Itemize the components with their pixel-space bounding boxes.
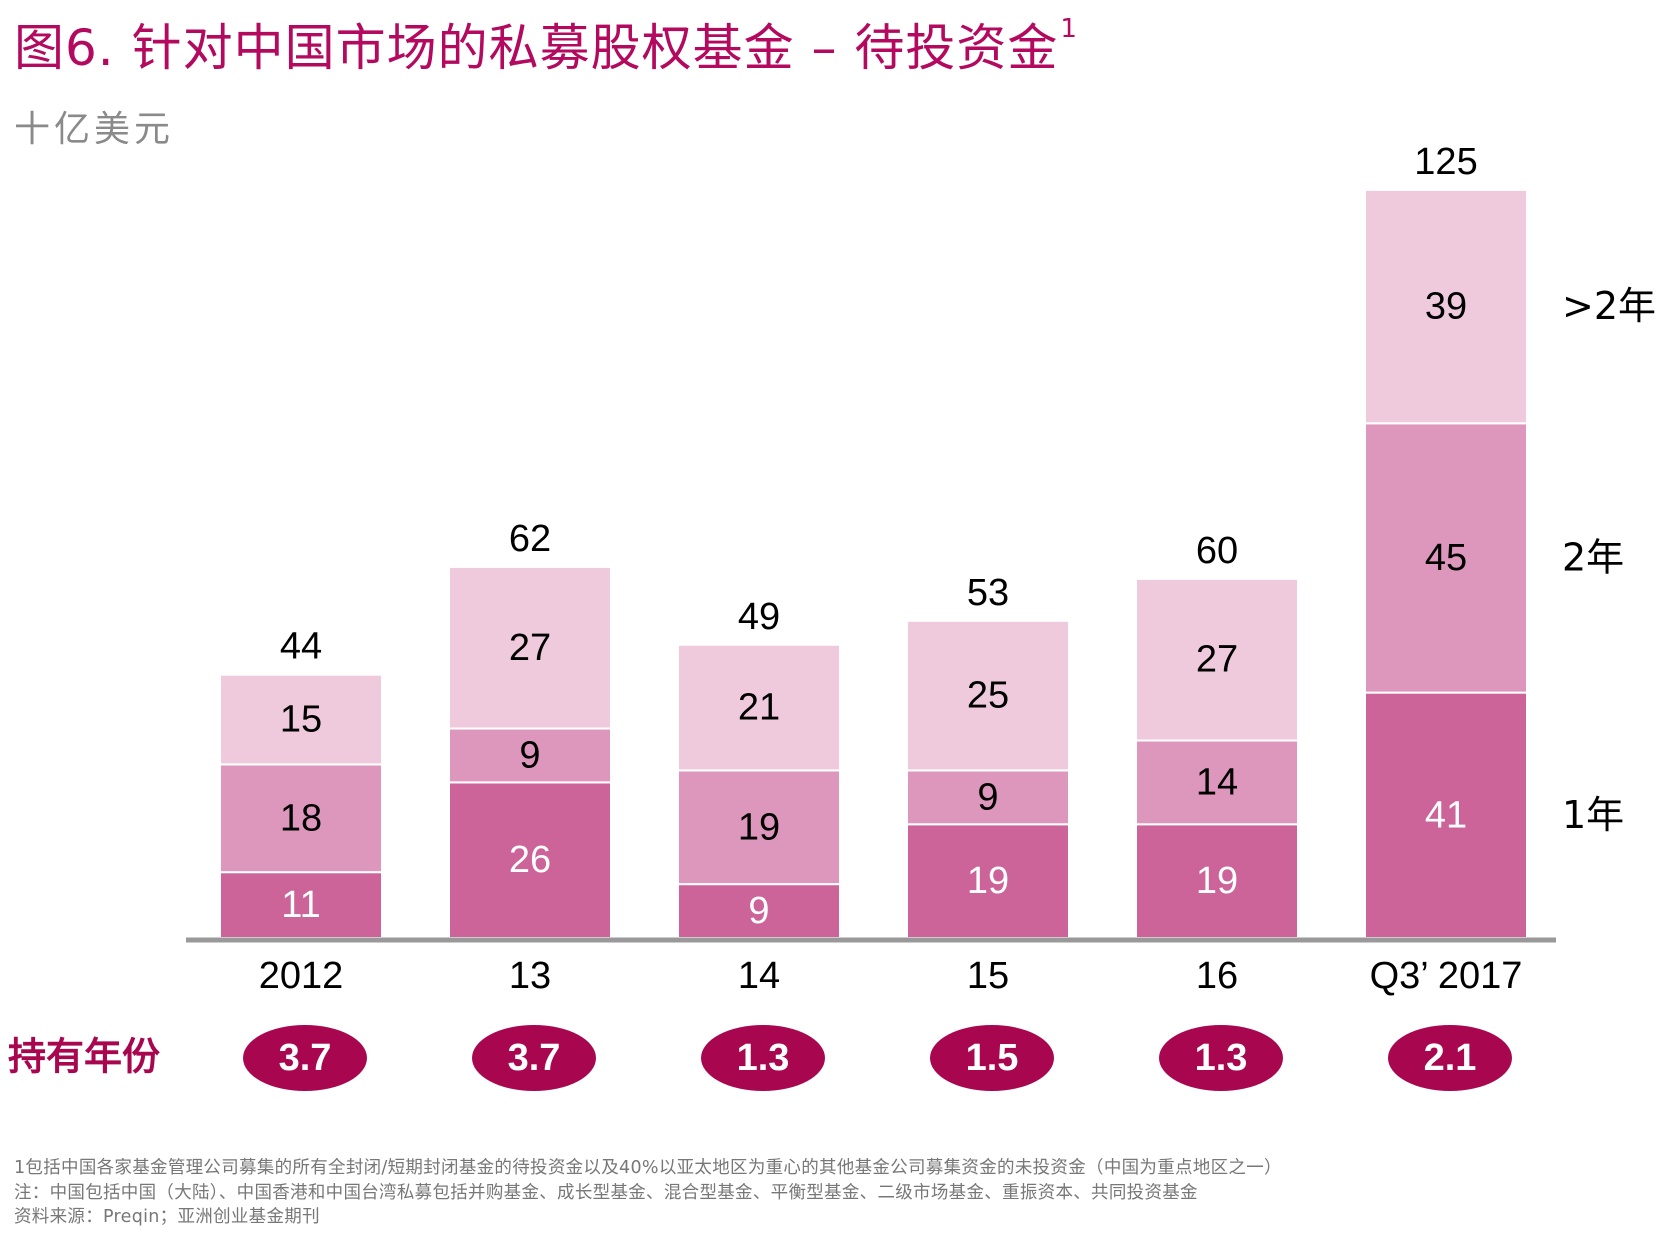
bar-segment: [906, 823, 1070, 939]
x-tick-label: 2012: [259, 955, 344, 997]
bar-value-label: 9: [977, 776, 998, 818]
bar-total-label: 49: [738, 596, 780, 638]
x-tick-label: Q3’ 2017: [1370, 955, 1523, 997]
bar-total-label: 53: [967, 572, 1009, 614]
footnotes: 1包括中国各家基金管理公司募集的所有全封闭/短期封闭基金的待投资金以及40%以亚…: [14, 1156, 1282, 1230]
holding-years-value: 1.3: [737, 1037, 790, 1079]
legend-entry: 2年: [1562, 535, 1624, 579]
chart-title-footnote-mark: 1: [1060, 14, 1078, 44]
bar-segment: [677, 769, 841, 886]
bar-value-label: 19: [967, 860, 1009, 902]
bar-value-label: 25: [967, 675, 1009, 717]
holding-years-badge: [1388, 1025, 1512, 1091]
legend-entry: >2年: [1562, 284, 1656, 328]
holding-years-badge: [472, 1025, 596, 1091]
bar-segment: [219, 673, 383, 766]
bar-segment: [219, 763, 383, 874]
bar-segment: [1364, 691, 1528, 939]
bar-value-label: 11: [281, 884, 320, 926]
bar-segment: [906, 769, 1070, 826]
holding-years-badge: [243, 1025, 367, 1091]
bar-value-label: 14: [1196, 761, 1238, 803]
bar-value-label: 27: [509, 627, 551, 669]
footnote-note: 注：中国包括中国（大陆）、中国香港和中国台湾私募包括并购基金、成长型基金、混合型…: [14, 1182, 1198, 1203]
x-tick-label: 16: [1196, 955, 1238, 997]
bar-total-label: 62: [509, 518, 551, 560]
x-tick-label: 15: [967, 955, 1009, 997]
stacked-bar-chart: 11 18 15 44 2012 3.7 26 9 27 62 13 3.7 9 19 21 49 14 1.3 1…: [8, 141, 1656, 1091]
bar-segment: [1135, 577, 1299, 742]
bar-segment: [1364, 422, 1528, 694]
bar-total-label: 125: [1414, 141, 1477, 183]
holding-years-badge: [930, 1025, 1054, 1091]
bar-segment: [219, 871, 383, 939]
legend-entry: 1年: [1562, 793, 1624, 837]
bar-value-label: 19: [1196, 860, 1238, 902]
bar-value-label: 15: [280, 699, 322, 741]
bar-value-label: 18: [280, 797, 322, 839]
bar-total-label: 60: [1196, 530, 1238, 572]
footnote-1: 1包括中国各家基金管理公司募集的所有全封闭/短期封闭基金的待投资金以及40%以亚…: [14, 1158, 1282, 1178]
holding-years-value: 3.7: [508, 1037, 561, 1079]
bar-value-label: 26: [509, 839, 551, 881]
bar-segment: [906, 619, 1070, 772]
bar-value-label: 21: [738, 687, 780, 729]
holding-years-value: 2.1: [1424, 1037, 1477, 1079]
x-tick-label: 13: [509, 955, 551, 997]
bar-value-label: 41: [1425, 794, 1467, 836]
holding-years-badge: [1159, 1025, 1283, 1091]
x-tick-label: 14: [738, 955, 780, 997]
bar-segment: [1364, 188, 1528, 425]
bar-segment: [448, 565, 612, 730]
bar-total-label: 44: [280, 626, 322, 668]
bar-segment: [677, 643, 841, 772]
holding-years-badge: [701, 1025, 825, 1091]
holding-years-value: 1.5: [966, 1037, 1019, 1079]
chart-title: 图6. 针对中国市场的私募股权基金 – 待投资金1: [14, 8, 1078, 80]
bar-value-label: 39: [1425, 286, 1467, 328]
bar-value-label: 19: [738, 806, 780, 848]
bar-value-label: 9: [519, 734, 540, 776]
bar-value-label: 9: [748, 890, 769, 932]
holding-years-value: 3.7: [279, 1037, 332, 1079]
unit-label: 十亿美元: [14, 109, 175, 150]
holding-years-value: 1.3: [1195, 1037, 1248, 1079]
bar-value-label: 45: [1425, 537, 1467, 579]
chart-title-text: 图6. 针对中国市场的私募股权基金 – 待投资金: [14, 19, 1059, 77]
bar-value-label: 27: [1196, 639, 1238, 681]
footnote-source: 资料来源：Preqin；亚洲创业基金期刊: [14, 1207, 320, 1227]
holding-years-label: 持有年份: [8, 1034, 160, 1079]
